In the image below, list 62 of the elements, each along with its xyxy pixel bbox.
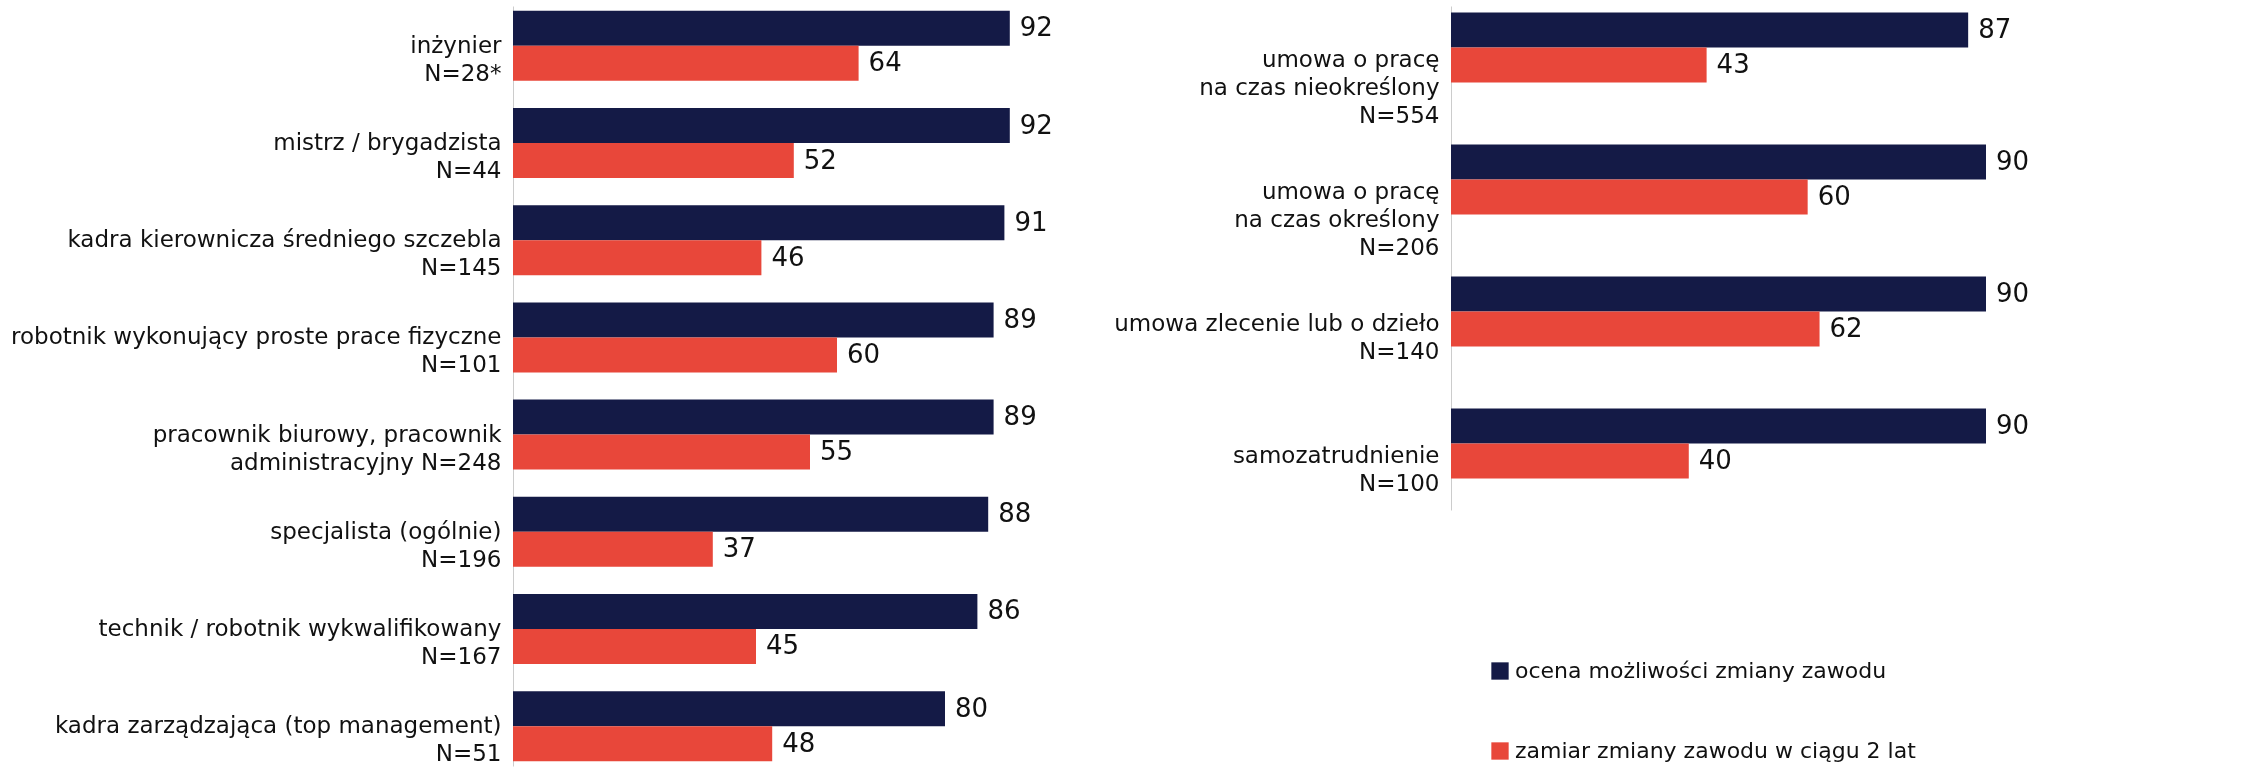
bar	[1451, 443, 1689, 479]
bar	[1451, 144, 1986, 180]
y-tick-label: mistrz / brygadzista N=44	[273, 129, 502, 184]
y-tick-label: pracownik biurowy, pracownik administracyjny N=248	[152, 420, 503, 475]
data-label: 89	[1003, 401, 1037, 432]
bar	[513, 691, 945, 727]
bar	[513, 337, 837, 373]
bar	[513, 399, 994, 435]
data-label: 52	[803, 144, 837, 175]
bar	[1451, 47, 1707, 83]
bar	[513, 593, 978, 629]
bar	[1451, 276, 1986, 312]
y-tick-label: specjalista (ogólnie) N=196	[270, 517, 502, 572]
data-label: 60	[1817, 181, 1851, 212]
bar	[513, 726, 773, 762]
data-label: 80	[955, 692, 989, 723]
data-label: 90	[1996, 409, 2030, 440]
legend-label: ocena możliwości zmiany zawodu	[1515, 658, 1887, 683]
y-tick-label: kadra zarządzająca (top management) N=51	[54, 712, 502, 767]
y-tick-label: inżynier N=28*	[410, 31, 503, 86]
bar	[1451, 311, 1820, 347]
data-label: 43	[1716, 49, 1750, 80]
bar	[513, 108, 1010, 144]
bar	[513, 434, 810, 470]
bar	[1451, 179, 1808, 215]
bar	[513, 531, 713, 567]
y-tick-label: umowa o pracę na czas określony N=206	[1234, 178, 1440, 261]
data-label: 92	[1019, 109, 1053, 140]
bar	[513, 45, 859, 81]
data-label: 90	[1996, 146, 2030, 177]
bar	[513, 496, 989, 532]
bar	[513, 628, 756, 664]
bar	[513, 240, 762, 276]
bar	[1451, 12, 1969, 48]
data-label: 87	[1978, 14, 2012, 45]
y-tick-label: umowa o pracę na czas nieokreślony N=554	[1199, 46, 1440, 129]
bar	[513, 10, 1010, 46]
bar	[513, 143, 794, 179]
legend-label: zamiar zmiany zawodu w ciągu 2 lat	[1515, 738, 1917, 763]
data-label: 40	[1698, 444, 1732, 475]
bar	[513, 302, 994, 338]
data-label: 55	[820, 436, 854, 467]
data-label: 90	[1996, 277, 2030, 308]
data-label: 62	[1829, 312, 1863, 343]
data-label: 92	[1019, 12, 1053, 43]
y-tick-label: umowa zlecenie lub o dzieło N=140	[1114, 309, 1440, 364]
y-tick-label: robotnik wykonujący proste prace fizyczne N=101	[11, 323, 502, 378]
data-label: 46	[771, 241, 805, 272]
data-label: 64	[868, 47, 902, 78]
data-label: 86	[987, 595, 1021, 626]
y-tick-label: kadra kierownicza średniego szczebla N=145	[67, 226, 502, 281]
data-label: 48	[782, 727, 816, 758]
data-label: 91	[1014, 206, 1048, 237]
data-label: 45	[766, 630, 800, 661]
bar	[1451, 408, 1986, 444]
y-tick-label: technik / robotnik wykwalifikowany N=167	[98, 614, 502, 669]
bar	[513, 205, 1005, 241]
data-label: 37	[722, 533, 756, 564]
data-label: 88	[998, 498, 1032, 529]
data-label: 89	[1003, 303, 1037, 334]
data-label: 60	[847, 338, 881, 369]
y-tick-label: samozatrudnienie N=100	[1232, 441, 1440, 496]
